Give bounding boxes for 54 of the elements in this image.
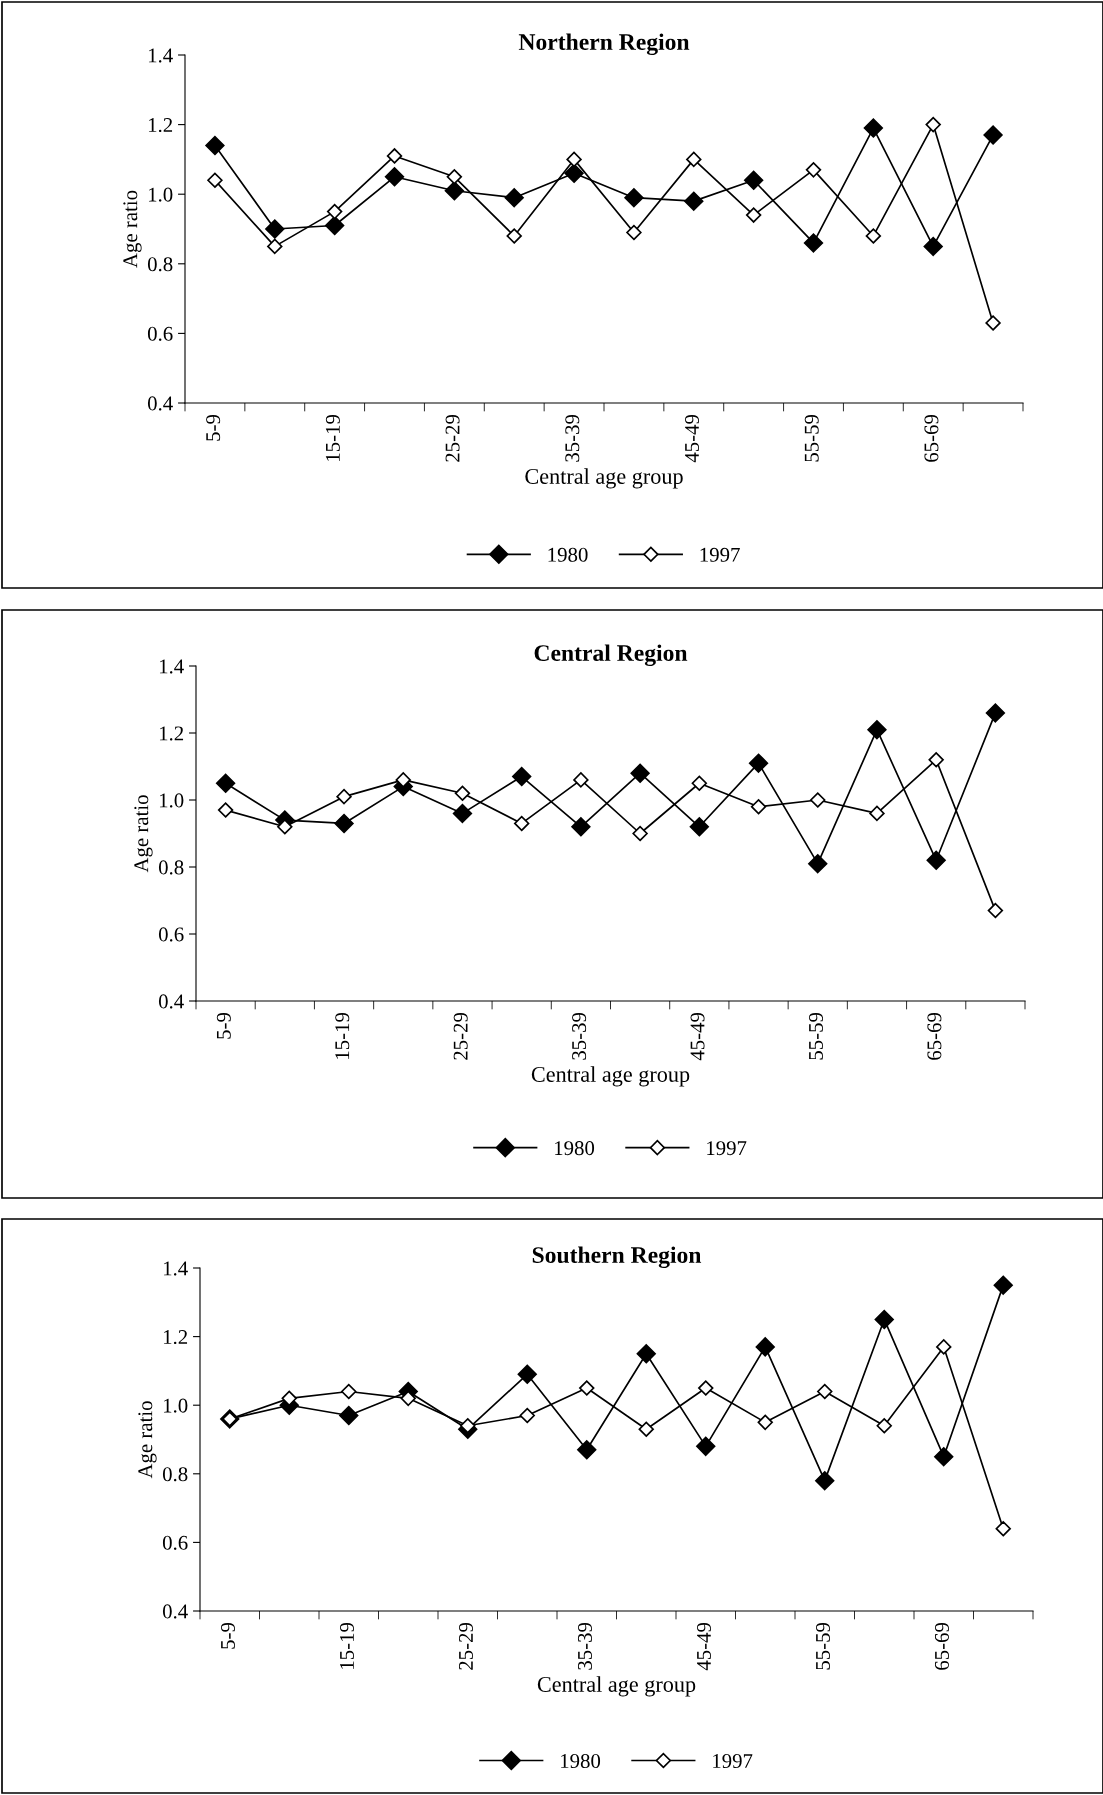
x-tick-label: 55-59 — [804, 414, 819, 462]
y-tick-label: 0.8 — [158, 860, 184, 875]
x-tick-label: 45-49 — [685, 414, 699, 463]
chart-title: Northern Region — [518, 33, 690, 55]
legend-label: 1997 — [700, 547, 740, 562]
y-tick-label: 0.6 — [158, 927, 184, 942]
x-tick-label: 55-59 — [815, 1622, 830, 1670]
x-axis-title: Central age group — [537, 1676, 696, 1697]
y-tick-label: 0.4 — [147, 396, 173, 411]
y-tick-label: 1.0 — [163, 1398, 188, 1413]
legend-label: 1980 — [561, 1753, 601, 1769]
y-tick-label: 0.6 — [147, 326, 173, 341]
y-tick-label: 0.8 — [162, 1467, 188, 1482]
x-tick-label: 35-39 — [572, 1012, 587, 1060]
x-tick-label: 25-29 — [458, 1622, 473, 1670]
x-tick-label: 45-49 — [690, 1012, 705, 1061]
y-tick-label: 1.2 — [159, 726, 184, 741]
x-tick-label: 5-9 — [220, 1622, 235, 1649]
y-tick-label: 1.4 — [148, 48, 173, 63]
legend-label: 1997 — [713, 1754, 753, 1769]
x-tick-label: 5-9 — [206, 414, 221, 441]
y-axis-title: Age ratio — [134, 795, 153, 873]
y-tick-label: 0.4 — [158, 994, 184, 1009]
x-tick-label: 15-19 — [335, 1012, 350, 1059]
x-tick-label: 25-29 — [453, 1012, 468, 1060]
x-tick-label: 35-39 — [565, 414, 580, 462]
chart-title: Southern Region — [532, 1246, 702, 1268]
y-tick-label: 0.6 — [162, 1535, 188, 1550]
x-axis-title: Central age group — [531, 1066, 690, 1087]
y-tick-label: 1.0 — [148, 187, 173, 202]
y-tick-label: 1.4 — [163, 1261, 188, 1276]
x-tick-label: 65-69 — [924, 414, 939, 462]
chart-title: Central Region — [534, 644, 688, 666]
y-tick-label: 1.2 — [148, 118, 173, 133]
y-axis-title: Age ratio — [138, 1401, 157, 1479]
x-tick-label: 15-19 — [325, 414, 340, 461]
x-tick-label: 65-69 — [934, 1622, 949, 1670]
y-tick-label: 0.4 — [162, 1604, 188, 1619]
legend-label: 1980 — [555, 1141, 595, 1156]
x-tick-label: 35-39 — [577, 1622, 592, 1670]
y-axis-title: Age ratio — [123, 190, 142, 268]
x-tick-label: 15-19 — [339, 1622, 354, 1669]
y-tick-label: 1.0 — [159, 793, 184, 808]
legend-label: 1997 — [707, 1141, 747, 1156]
x-tick-label: 55-59 — [808, 1012, 823, 1060]
y-tick-label: 0.8 — [147, 257, 173, 272]
x-tick-label: 25-29 — [445, 414, 460, 462]
x-axis-title: Central age group — [525, 468, 683, 489]
y-tick-label: 1.4 — [159, 659, 184, 674]
x-tick-label: 45-49 — [696, 1622, 711, 1671]
x-tick-label: 65-69 — [927, 1012, 942, 1060]
x-tick-label: 5-9 — [216, 1012, 231, 1039]
legend-label: 1980 — [548, 547, 588, 562]
y-tick-label: 1.2 — [163, 1330, 188, 1345]
